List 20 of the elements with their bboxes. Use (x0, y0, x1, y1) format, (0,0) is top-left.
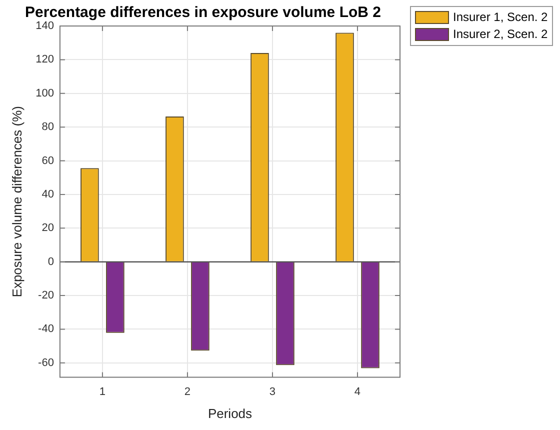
y-tick-label: -40 (38, 323, 54, 336)
legend-label: Insurer 1, Scen. 2 (453, 9, 548, 26)
y-tick-label: 140 (36, 20, 54, 32)
x-axis-title: Periods (208, 406, 253, 421)
y-tick-label: 60 (42, 154, 54, 167)
y-tick-label: -60 (38, 356, 54, 369)
y-tick-label: 100 (36, 87, 54, 100)
x-tick-label: 3 (269, 386, 276, 398)
x-tick-label: 4 (354, 386, 361, 398)
y-tick-label: 120 (36, 54, 54, 66)
chart-title: Percentage differences in exposure volume LoB 2 (25, 4, 381, 22)
y-tick-label: 40 (42, 188, 54, 200)
y-axis-title: Exposure volume differences (%) (9, 106, 24, 298)
x-tick-label: 1 (99, 386, 106, 398)
legend-label: Insurer 2, Scen. 2 (453, 26, 548, 43)
y-tick-label: 0 (48, 256, 54, 268)
y-tick-label: 20 (42, 222, 54, 234)
x-tick-label: 2 (184, 386, 191, 398)
y-tick-label: -20 (38, 290, 54, 302)
y-tick-label: 80 (42, 121, 54, 134)
